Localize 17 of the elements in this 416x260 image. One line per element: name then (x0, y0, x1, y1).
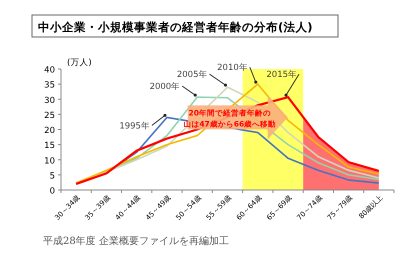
text: 2015年 (266, 69, 298, 80)
y-tick-label: 30 (44, 96, 55, 106)
y-tick-label: 5 (50, 171, 55, 182)
y-tick-label: 20 (44, 126, 55, 136)
y-tick-label: 40 (44, 66, 55, 76)
series-label: 2010年 (217, 62, 248, 74)
y-tick-label: 0 (50, 186, 55, 196)
y-tick-label: 25 (44, 110, 55, 121)
y-tick-label: 10 (44, 156, 55, 166)
text: 平成28年度 企業概要ファイルを再編加工 (43, 235, 229, 247)
y-axis-title: (万人) (67, 57, 92, 68)
series-label: 2000年 (150, 81, 180, 92)
series-label: 1995年 (119, 120, 150, 132)
y-tick-label: 35 (44, 80, 55, 91)
y-tick-label: 15 (44, 141, 55, 152)
text: 2005年 (176, 69, 208, 80)
chart-title: 中小企業・小規模事業者の経営者年齢の分布(法人) (38, 20, 313, 34)
